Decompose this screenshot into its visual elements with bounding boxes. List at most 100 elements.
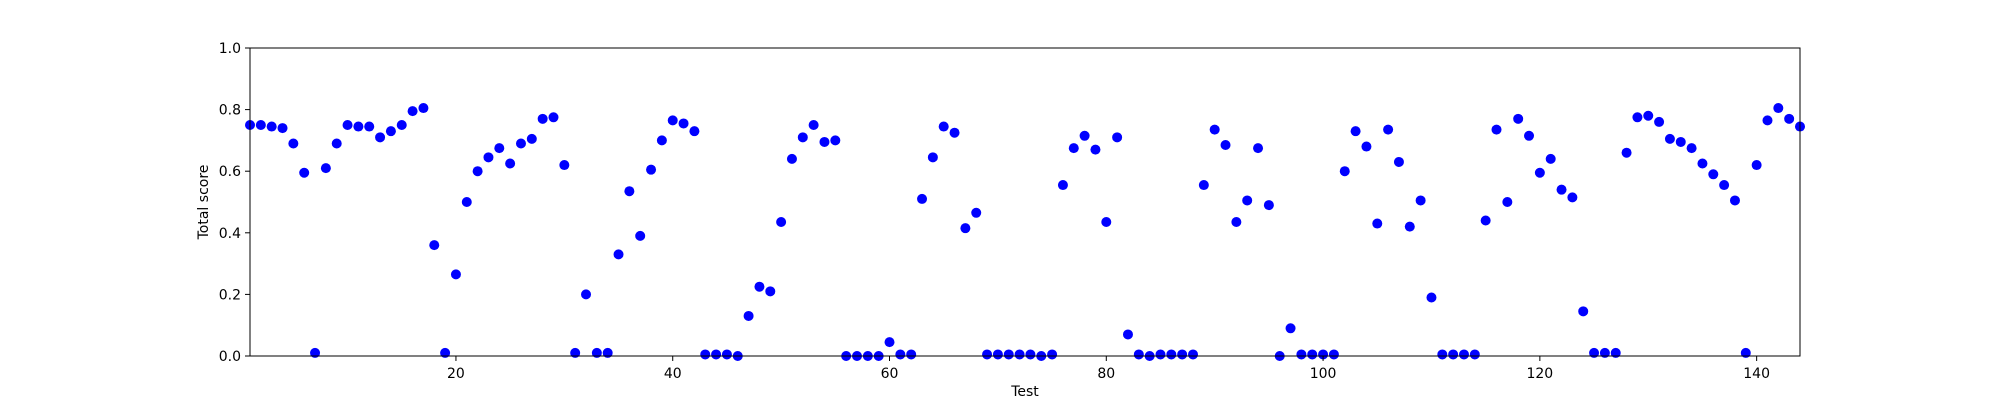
data-point <box>364 121 375 132</box>
data-point <box>1697 158 1708 169</box>
data-point <box>1198 180 1209 191</box>
data-point <box>1112 132 1123 143</box>
data-point <box>505 158 516 169</box>
data-point <box>602 347 613 358</box>
data-point <box>700 349 711 360</box>
data-point <box>1393 156 1404 167</box>
data-point <box>678 118 689 129</box>
data-point <box>559 160 570 171</box>
y-tick-label: 0.6 <box>219 164 241 180</box>
data-point <box>982 349 993 360</box>
data-point <box>711 349 722 360</box>
data-point <box>1740 347 1751 358</box>
data-point <box>1328 349 1339 360</box>
data-point <box>537 113 548 124</box>
data-point <box>1188 349 1199 360</box>
data-point <box>1383 124 1394 135</box>
data-point <box>1448 349 1459 360</box>
data-point <box>1101 217 1112 228</box>
data-point <box>1708 169 1719 180</box>
x-tick-label: 60 <box>881 366 899 382</box>
data-point <box>288 138 299 149</box>
data-point <box>1524 130 1535 141</box>
x-tick-label: 120 <box>1526 366 1553 382</box>
data-point <box>1762 115 1773 126</box>
data-point <box>1220 140 1231 151</box>
data-point <box>1296 349 1307 360</box>
data-point <box>526 133 537 144</box>
data-point <box>613 249 624 260</box>
data-point <box>1632 112 1643 123</box>
data-point <box>1122 329 1133 340</box>
data-point <box>331 138 342 149</box>
data-point <box>1502 197 1513 207</box>
data-point <box>646 164 657 175</box>
data-point <box>1686 143 1697 154</box>
data-point <box>1025 349 1036 360</box>
data-point <box>1003 349 1014 360</box>
data-point <box>1534 167 1545 178</box>
data-point <box>320 163 331 174</box>
x-axis-ticks: 20 40 60 80 100 120 140 <box>447 356 1770 382</box>
data-point <box>1350 126 1361 137</box>
data-point <box>927 152 938 163</box>
data-point <box>266 121 277 132</box>
y-axis-ticks: 0.0 0.2 0.4 0.6 0.8 1.0 <box>219 41 250 365</box>
data-point <box>1751 160 1762 171</box>
data-point <box>917 193 928 204</box>
data-point <box>765 286 776 297</box>
data-point <box>624 186 635 197</box>
data-point <box>483 152 494 163</box>
y-axis-label: Total score <box>196 165 212 241</box>
data-point <box>1339 166 1350 177</box>
data-point <box>1047 349 1058 360</box>
data-point <box>830 135 841 146</box>
data-point <box>1415 195 1426 206</box>
data-point <box>906 349 917 360</box>
data-point <box>1090 144 1101 155</box>
data-point <box>494 143 505 154</box>
data-point <box>1404 221 1415 232</box>
data-point <box>1166 349 1177 360</box>
data-point <box>1155 349 1166 360</box>
data-point <box>992 349 1003 360</box>
data-point <box>1068 143 1079 154</box>
data-point <box>884 337 895 348</box>
data-point <box>667 115 678 126</box>
y-tick-label: 0.4 <box>219 226 241 242</box>
data-point <box>591 347 602 358</box>
data-point <box>808 120 819 130</box>
data-point <box>1318 349 1329 360</box>
data-point <box>1057 180 1068 191</box>
data-point <box>1231 217 1242 228</box>
data-point <box>786 153 797 164</box>
data-point <box>1263 200 1274 211</box>
x-tick-label: 40 <box>664 366 682 382</box>
data-point <box>1784 113 1795 124</box>
data-point <box>255 120 266 130</box>
data-point <box>1480 215 1491 226</box>
data-point <box>1675 136 1686 147</box>
data-point <box>1242 195 1253 206</box>
data-point <box>1426 292 1437 303</box>
data-point <box>277 123 288 134</box>
data-point <box>1491 124 1502 135</box>
data-point <box>407 106 418 117</box>
data-point <box>960 223 971 234</box>
data-point <box>721 349 732 360</box>
y-tick-label: 0.0 <box>219 349 241 365</box>
data-point <box>754 281 765 292</box>
data-point <box>1253 143 1264 154</box>
data-point <box>1621 147 1632 158</box>
data-point <box>1469 349 1480 360</box>
x-tick-label: 140 <box>1743 366 1770 382</box>
data-point <box>1209 124 1220 135</box>
data-point <box>1437 349 1448 360</box>
y-tick-label: 0.8 <box>219 103 241 119</box>
x-tick-label: 20 <box>447 366 465 382</box>
data-point <box>1513 113 1524 124</box>
data-point <box>895 349 906 360</box>
data-point <box>1654 116 1665 127</box>
x-tick-label: 80 <box>1097 366 1115 382</box>
data-point <box>1079 130 1090 141</box>
